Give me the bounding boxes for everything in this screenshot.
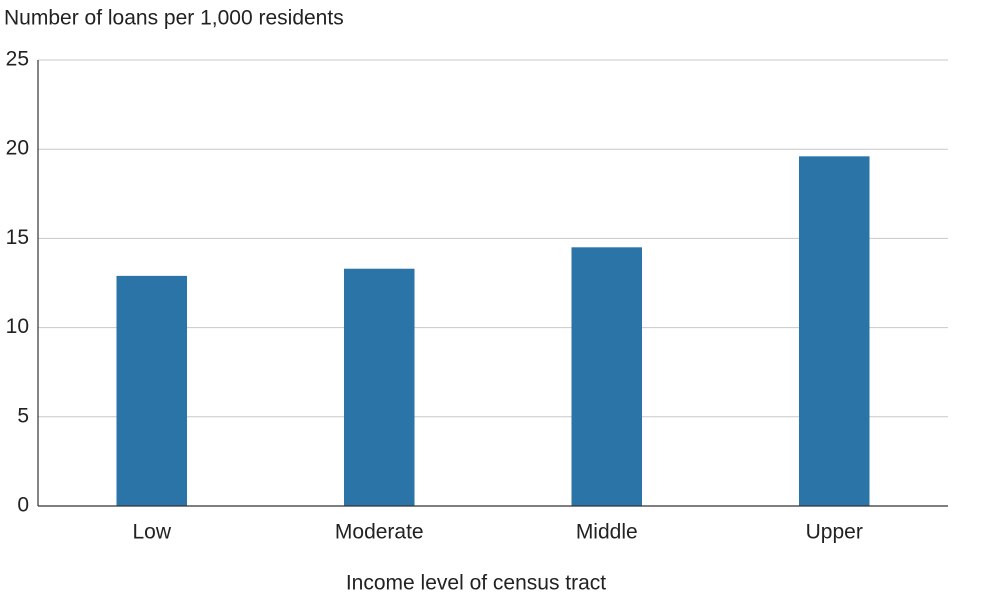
y-tick-label: 5 [17,404,29,427]
y-axis-title: Number of loans per 1,000 residents [4,7,344,30]
bar [798,156,870,506]
y-tick-label: 25 [6,48,29,71]
x-tick-label: Moderate [335,521,424,544]
x-tick-label: Middle [576,521,638,544]
y-tick-label: 20 [6,137,29,160]
bar [116,275,188,506]
y-tick-label: 15 [6,226,29,249]
y-tick-label: 0 [17,494,29,517]
x-tick-label: Upper [806,521,863,544]
y-tick-label: 10 [6,315,29,338]
x-axis-title: Income level of census tract [346,572,606,595]
bar [571,247,643,506]
bar [343,268,415,506]
x-tick-label: Low [132,521,171,544]
